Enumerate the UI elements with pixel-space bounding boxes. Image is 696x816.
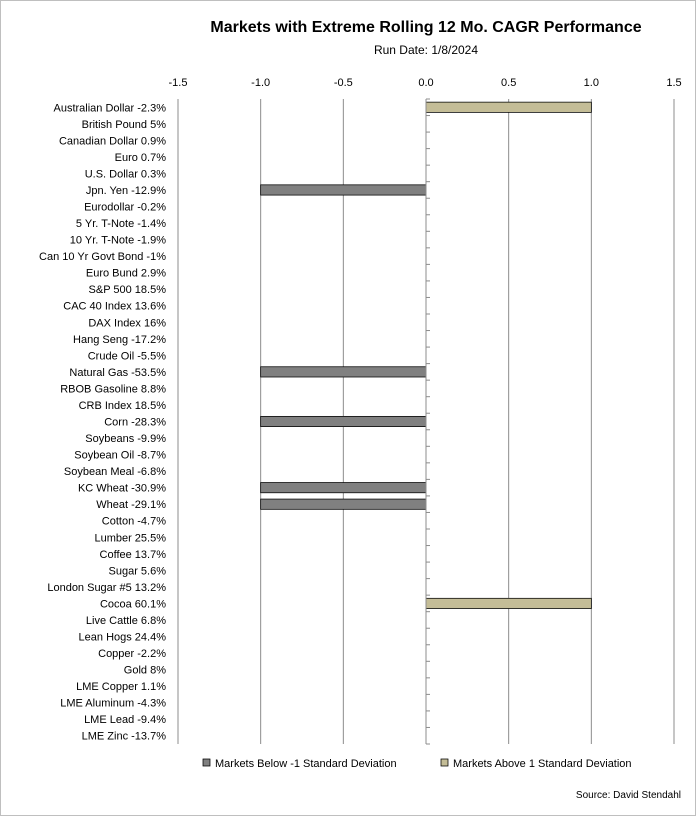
category-label: 5 Yr. T-Note -1.4% [76,218,166,230]
legend-label: Markets Below -1 Standard Deviation [215,758,397,770]
legend: Markets Below -1 Standard Deviation Marke… [202,758,632,770]
category-label: Jpn. Yen -12.9% [86,185,166,197]
bar [260,498,427,510]
category-axis [425,98,430,745]
category-label: RBOB Gasoline 8.8% [60,383,166,395]
legend-swatch [440,758,449,767]
category-label: Canadian Dollar 0.9% [59,135,166,147]
category-label: LME Zinc -13.7% [82,731,167,743]
bar [260,415,427,428]
bar [260,366,427,378]
category-label: LME Lead -9.4% [84,714,166,726]
x-tick-label: 0.0 [418,77,433,89]
category-label: KC Wheat -30.9% [78,483,166,495]
category-label: Can 10 Yr Govt Bond -1% [39,251,166,263]
category-label: Sugar 5.6% [109,565,167,577]
category-label: U.S. Dollar 0.3% [85,168,167,180]
x-tick-label: -1.0 [251,77,270,89]
bar [260,482,427,494]
x-tick-label: 1.5 [666,77,681,89]
category-label: CAC 40 Index 13.6% [63,301,166,313]
category-label: Soybean Meal -6.8% [64,466,166,478]
category-label: Eurodollar -0.2% [84,202,166,214]
category-label: Natural Gas -53.5% [69,367,166,379]
category-label: Live Cattle 6.8% [86,615,166,627]
category-label: Soybean Oil -8.7% [74,450,166,462]
category-label: Gold 8% [124,665,166,677]
category-label: DAX Index 16% [88,317,166,329]
category-labels: Australian Dollar -2.3% British Pound 5% C… [39,102,166,742]
category-label: Hang Seng -17.2% [73,334,166,346]
bar [260,184,427,196]
category-label: S&P 500 18.5% [89,284,167,296]
category-label: Soybeans -9.9% [85,433,166,445]
category-label: Australian Dollar -2.3% [54,102,167,114]
category-label: Coffee 13.7% [100,549,167,561]
bar [425,101,592,113]
category-label: British Pound 5% [82,119,167,131]
category-label: 10 Yr. T-Note -1.9% [70,235,166,247]
chart-title: Markets with Extreme Rolling 12 Mo. CAGR… [210,19,641,36]
x-tick-label: 0.5 [501,77,516,89]
legend-swatch [202,758,211,767]
category-label: Corn -28.3% [104,417,166,429]
category-label: London Sugar #5 13.2% [47,582,166,594]
category-label: Cotton -4.7% [102,516,166,528]
category-label: Wheat -29.1% [96,499,166,511]
x-tick-label: -1.5 [169,77,188,89]
x-tick-labels: -1.5 -1.0 -0.5 0.0 0.5 1.0 1.5 [169,77,682,89]
category-label: Crude Oil -5.5% [88,350,166,362]
legend-label: Markets Above 1 Standard Deviation [453,758,632,770]
x-tick-label: 1.0 [584,77,599,89]
chart-subtitle: Run Date: 1/8/2024 [374,43,478,57]
category-label: Cocoa 60.1% [100,598,166,610]
category-label: LME Aluminum -4.3% [60,698,166,710]
category-label: Lean Hogs 24.4% [79,632,167,644]
x-tick-label: -0.5 [334,77,353,89]
bar [425,597,592,609]
category-label: LME Copper 1.1% [76,681,166,693]
category-label: CRB Index 18.5% [79,400,167,412]
category-label: Copper -2.2% [98,648,166,660]
category-label: Lumber 25.5% [94,532,166,544]
chart-source: Source: David Stendahl [576,790,681,801]
category-label: Euro 0.7% [115,152,167,164]
bars [260,101,592,609]
category-label: Euro Bund 2.9% [86,268,166,280]
